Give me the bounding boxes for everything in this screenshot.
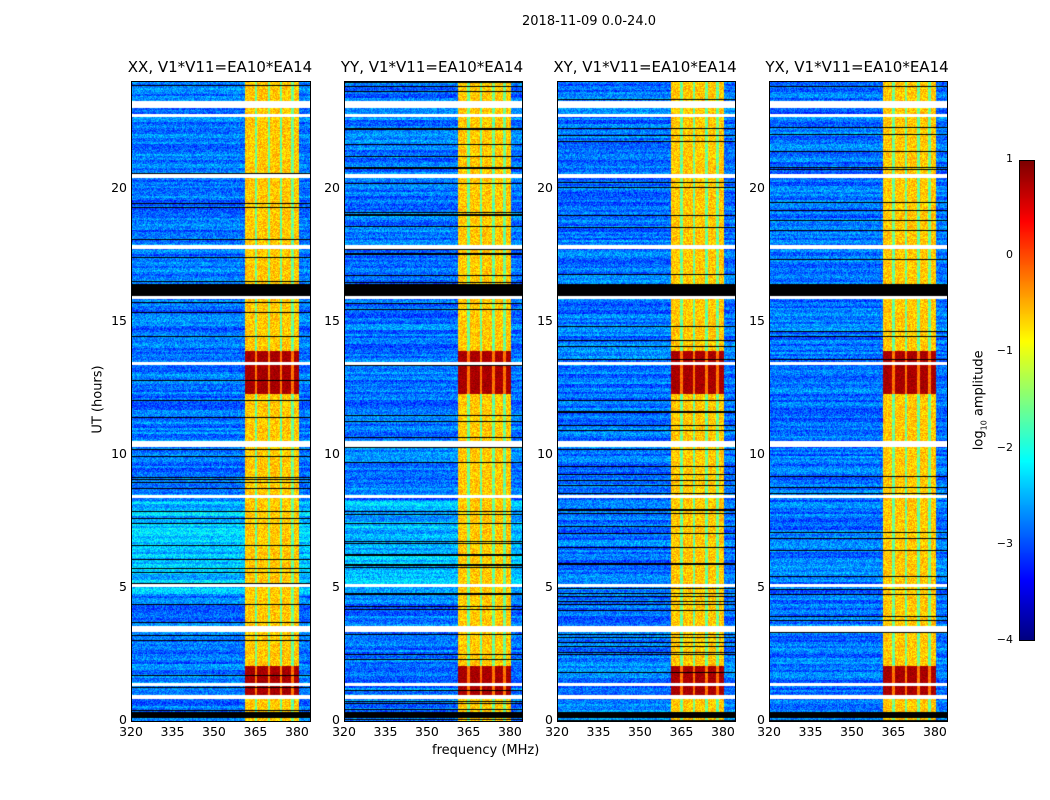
waterfall-xy: [557, 81, 736, 722]
panel-title-xx: XX, V1*V11=EA10*EA14: [127, 58, 313, 76]
colorbar-tick-label: −3: [996, 536, 1013, 550]
x-tick-label: 335: [798, 724, 823, 739]
x-tick-label: 335: [373, 724, 398, 739]
x-tick-label: 350: [628, 724, 652, 739]
x-tick-label: 350: [415, 724, 439, 739]
x-tick-label: 350: [202, 724, 226, 739]
y-tick-label: 5: [332, 578, 340, 594]
figure-title: 2018-11-09 0.0-24.0: [522, 14, 656, 29]
x-tick-label: 380: [711, 724, 735, 739]
panel-title-xy: XY, V1*V11=EA10*EA14: [553, 58, 737, 76]
y-tick-label: 5: [757, 578, 765, 594]
y-tick-label: 0: [757, 712, 765, 727]
waterfall-yy: [344, 81, 523, 722]
waterfall-yx: [769, 81, 948, 722]
colorbar-tick-label: −2: [996, 440, 1013, 454]
colorbar-tick-label: 1: [1006, 152, 1013, 165]
x-tick-label: 320: [757, 724, 781, 739]
y-tick-label: 10: [111, 445, 127, 461]
x-tick-label: 365: [881, 724, 906, 739]
colorbar-tick-label: −4: [996, 633, 1013, 646]
panel-title-yy: YY, V1*V11=EA10*EA14: [340, 58, 524, 76]
y-tick-label: 5: [119, 578, 127, 594]
y-tick-label: 15: [111, 312, 127, 328]
y-tick-label: 5: [545, 578, 553, 594]
x-tick-label: 335: [160, 724, 185, 739]
x-tick-label: 320: [545, 724, 569, 739]
colorbar-label: log10 amplitude: [971, 350, 989, 451]
x-tick-label: 320: [119, 724, 143, 739]
colorbar-tick-label: 0: [1006, 248, 1013, 262]
x-tick-label: 380: [923, 724, 947, 739]
y-tick-label: 20: [324, 179, 340, 195]
x-axis-label: frequency (MHz): [432, 743, 540, 758]
y-tick-label: 20: [111, 179, 127, 195]
x-tick-label: 380: [498, 724, 522, 739]
y-tick-label: 15: [537, 312, 553, 328]
x-tick-label: 350: [840, 724, 864, 739]
x-tick-label: 335: [586, 724, 611, 739]
y-tick-label: 0: [119, 712, 127, 727]
y-tick-label: 15: [749, 312, 765, 328]
x-tick-label: 380: [285, 724, 309, 739]
y-tick-label: 20: [537, 179, 553, 195]
x-tick-label: 365: [456, 724, 481, 739]
waterfall-xx: [131, 81, 311, 722]
y-tick-label: 20: [749, 179, 765, 195]
y-axis-label: UT (hours): [90, 365, 106, 434]
y-tick-label: 10: [324, 445, 340, 461]
y-tick-label: 10: [749, 445, 765, 461]
x-tick-label: 320: [332, 724, 356, 739]
y-tick-label: 0: [545, 712, 553, 727]
y-tick-label: 0: [332, 712, 340, 727]
x-tick-label: 365: [669, 724, 694, 739]
panel-title-yx: YX, V1*V11=EA10*EA14: [765, 58, 949, 76]
y-tick-label: 15: [324, 312, 340, 328]
x-tick-label: 365: [243, 724, 268, 739]
colorbar-tick-label: −1: [996, 344, 1013, 358]
colorbar: [1019, 160, 1035, 641]
y-tick-label: 10: [537, 445, 553, 461]
